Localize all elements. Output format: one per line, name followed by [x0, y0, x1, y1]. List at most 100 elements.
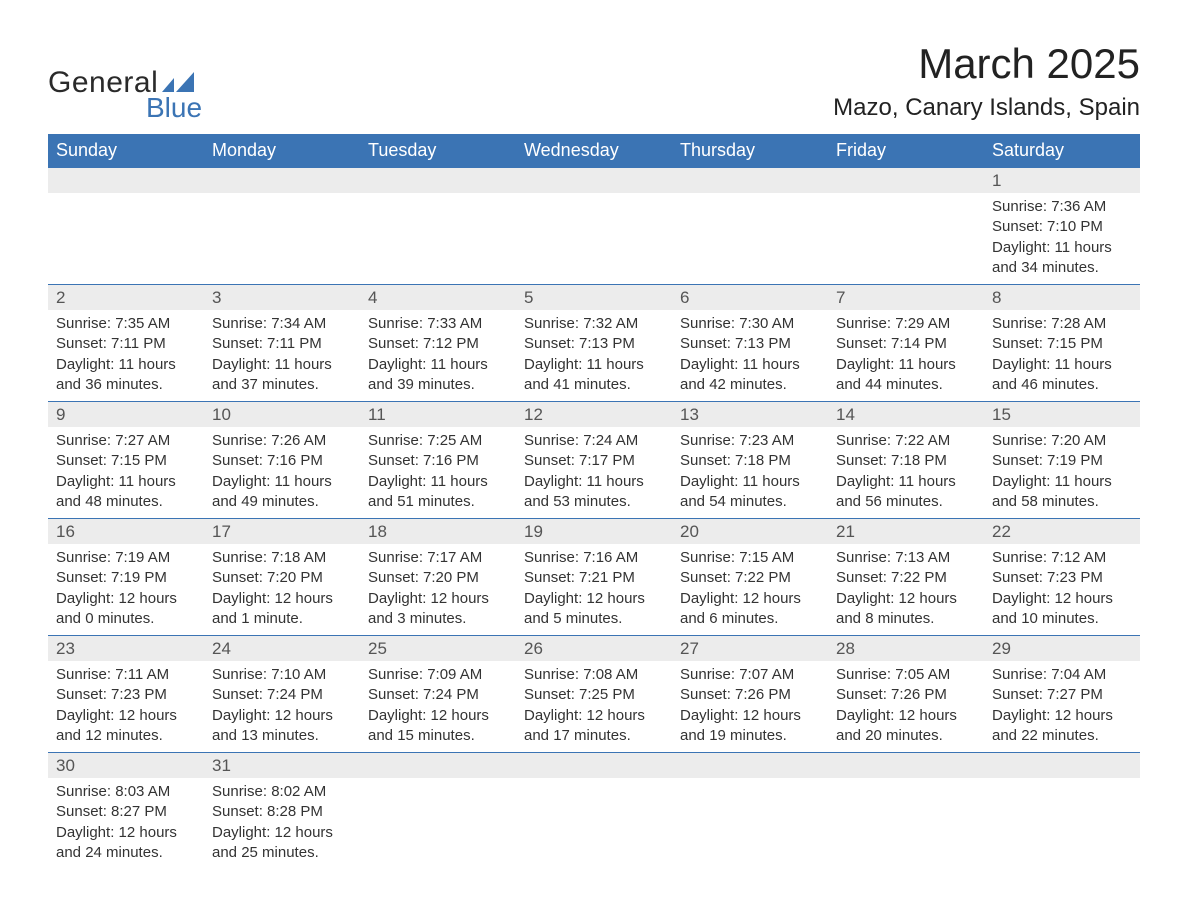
day-number: 3 — [204, 285, 360, 311]
day-day1: Daylight: 11 hours — [836, 472, 976, 492]
day-sunset: Sunset: 7:16 PM — [212, 451, 352, 471]
day-sunrise: Sunrise: 7:35 AM — [56, 314, 196, 334]
day-sunset: Sunset: 7:13 PM — [524, 334, 664, 354]
day-sunrise: Sunrise: 7:28 AM — [992, 314, 1132, 334]
day-number: 21 — [828, 519, 984, 545]
day-detail: Sunrise: 7:36 AMSunset: 7:10 PMDaylight:… — [984, 193, 1140, 285]
detail-row: Sunrise: 7:27 AMSunset: 7:15 PM Daylight:… — [48, 427, 1140, 519]
day-number — [204, 168, 360, 194]
day-number: 17 — [204, 519, 360, 545]
day-detail: Sunrise: 7:12 AMSunset: 7:23 PMDaylight:… — [984, 544, 1140, 636]
day-detail — [828, 193, 984, 285]
detail-row: Sunrise: 7:35 AMSunset: 7:11 PMDaylight:… — [48, 310, 1140, 402]
day-number: 7 — [828, 285, 984, 311]
day-detail — [360, 778, 516, 869]
day-number: 2 — [48, 285, 204, 311]
day-number: 15 — [984, 402, 1140, 428]
day-day2: and 56 minutes. — [836, 492, 976, 512]
day-sunset: Sunset: 7:24 PM — [368, 685, 508, 705]
logo: General Blue — [48, 68, 202, 122]
day-number: 18 — [360, 519, 516, 545]
day-detail: Sunrise: 7:24 AMSunset: 7:17 PMDaylight:… — [516, 427, 672, 519]
day-number: 19 — [516, 519, 672, 545]
weekday-header: Monday — [204, 134, 360, 168]
day-detail — [204, 193, 360, 285]
day-day2: and 48 minutes. — [56, 492, 196, 512]
day-day1: Daylight: 11 hours — [992, 355, 1132, 375]
day-day1: Daylight: 11 hours — [836, 355, 976, 375]
day-day1: Daylight: 11 hours — [368, 355, 508, 375]
day-number — [984, 753, 1140, 779]
day-detail: Sunrise: 7:33 AMSunset: 7:12 PMDaylight:… — [360, 310, 516, 402]
day-number: 25 — [360, 636, 516, 662]
logo-shape-icon — [162, 72, 194, 92]
day-day2: and 20 minutes. — [836, 726, 976, 746]
day-sunset: Sunset: 7:14 PM — [836, 334, 976, 354]
day-detail — [360, 193, 516, 285]
day-day2: and 39 minutes. — [368, 375, 508, 395]
day-sunrise: Sunrise: 7:19 AM — [56, 548, 196, 568]
day-sunset: Sunset: 7:20 PM — [212, 568, 352, 588]
day-day1: Daylight: 11 hours — [992, 238, 1132, 258]
day-sunrise: Sunrise: 7:09 AM — [368, 665, 508, 685]
day-sunset: Sunset: 7:19 PM — [992, 451, 1132, 471]
day-sunset: Sunset: 7:11 PM — [212, 334, 352, 354]
day-day1: Daylight: 11 hours — [212, 355, 352, 375]
day-number: 5 — [516, 285, 672, 311]
day-sunset: Sunset: 7:15 PM — [992, 334, 1132, 354]
day-sunrise: Sunrise: 7:12 AM — [992, 548, 1132, 568]
day-sunset: Sunset: 7:22 PM — [836, 568, 976, 588]
day-sunrise: Sunrise: 7:11 AM — [56, 665, 196, 685]
day-day2: and 8 minutes. — [836, 609, 976, 629]
day-detail: Sunrise: 7:17 AMSunset: 7:20 PMDaylight:… — [360, 544, 516, 636]
day-sunrise: Sunrise: 7:20 AM — [992, 431, 1132, 451]
day-day2: and 22 minutes. — [992, 726, 1132, 746]
day-sunrise: Sunrise: 8:02 AM — [212, 782, 352, 802]
daynum-row: 9101112131415 — [48, 402, 1140, 428]
day-number — [360, 753, 516, 779]
weekday-header: Friday — [828, 134, 984, 168]
day-sunset: Sunset: 7:11 PM — [56, 334, 196, 354]
day-sunrise: Sunrise: 8:03 AM — [56, 782, 196, 802]
day-sunrise: Sunrise: 7:24 AM — [524, 431, 664, 451]
day-sunrise: Sunrise: 7:33 AM — [368, 314, 508, 334]
day-detail: Sunrise: 7:28 AMSunset: 7:15 PMDaylight:… — [984, 310, 1140, 402]
day-sunset: Sunset: 7:17 PM — [524, 451, 664, 471]
day-sunrise: Sunrise: 7:23 AM — [680, 431, 820, 451]
day-sunset: Sunset: 8:27 PM — [56, 802, 196, 822]
day-detail: Sunrise: 8:02 AMSunset: 8:28 PMDaylight:… — [204, 778, 360, 869]
day-detail: Sunrise: 7:11 AMSunset: 7:23 PMDaylight:… — [48, 661, 204, 753]
day-sunrise: Sunrise: 7:04 AM — [992, 665, 1132, 685]
day-sunset: Sunset: 7:22 PM — [680, 568, 820, 588]
day-sunset: Sunset: 7:15 PM — [56, 451, 196, 471]
day-day1: Daylight: 12 hours — [368, 706, 508, 726]
day-day2: and 41 minutes. — [524, 375, 664, 395]
day-number: 14 — [828, 402, 984, 428]
day-detail: Sunrise: 7:30 AMSunset: 7:13 PMDaylight:… — [672, 310, 828, 402]
day-sunset: Sunset: 7:26 PM — [680, 685, 820, 705]
day-sunset: Sunset: 7:21 PM — [524, 568, 664, 588]
location-subtitle: Mazo, Canary Islands, Spain — [833, 94, 1140, 122]
day-day1: Daylight: 12 hours — [212, 589, 352, 609]
day-detail: Sunrise: 7:35 AMSunset: 7:11 PMDaylight:… — [48, 310, 204, 402]
day-sunset: Sunset: 7:18 PM — [836, 451, 976, 471]
day-sunset: Sunset: 7:25 PM — [524, 685, 664, 705]
day-day1: Daylight: 12 hours — [524, 706, 664, 726]
header: General Blue March 2025 Mazo, Canary Isl… — [48, 40, 1140, 122]
day-detail: Sunrise: 7:08 AMSunset: 7:25 PMDaylight:… — [516, 661, 672, 753]
day-number — [672, 168, 828, 194]
logo-text-blue: Blue — [146, 94, 202, 122]
day-sunrise: Sunrise: 7:36 AM — [992, 197, 1132, 217]
day-sunrise: Sunrise: 7:13 AM — [836, 548, 976, 568]
day-sunrise: Sunrise: 7:27 AM — [56, 431, 196, 451]
day-number: 20 — [672, 519, 828, 545]
day-day1: Daylight: 12 hours — [836, 589, 976, 609]
day-number — [828, 168, 984, 194]
day-sunrise: Sunrise: 7:15 AM — [680, 548, 820, 568]
day-day2: and 44 minutes. — [836, 375, 976, 395]
day-number — [360, 168, 516, 194]
day-day2: and 10 minutes. — [992, 609, 1132, 629]
day-day2: and 0 minutes. — [56, 609, 196, 629]
day-detail — [828, 778, 984, 869]
day-day1: Daylight: 12 hours — [368, 589, 508, 609]
